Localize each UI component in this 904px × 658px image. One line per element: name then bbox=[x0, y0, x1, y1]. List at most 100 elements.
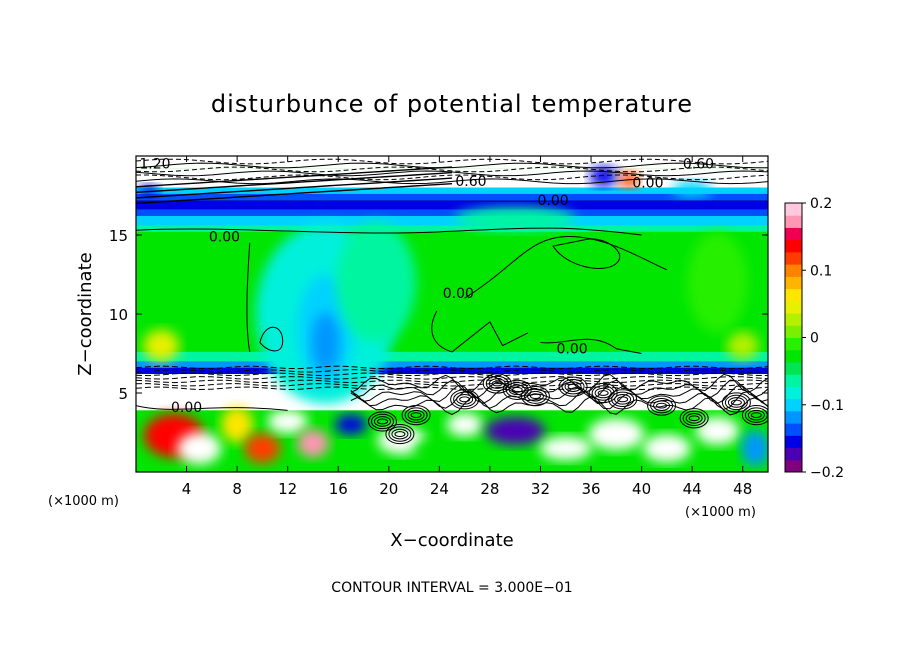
x-tick-label: 40 bbox=[632, 480, 651, 498]
x-unit-left: (×1000 m) bbox=[48, 494, 119, 509]
colorbar-swatch bbox=[785, 386, 802, 400]
colorbar-swatch bbox=[785, 251, 802, 265]
field-blob bbox=[244, 433, 281, 464]
colorbar-swatch bbox=[785, 447, 802, 461]
contour-line bbox=[136, 171, 453, 193]
contour-labels: 1.20 0.60 0.60 0.00 0.00 0.00 0.00 0.00 0.00 bbox=[139, 157, 714, 416]
field-blob bbox=[455, 207, 576, 232]
contour-label: 0.00 bbox=[632, 176, 663, 192]
eddy-contour bbox=[724, 394, 748, 411]
contour-line bbox=[136, 166, 453, 188]
contour-lines bbox=[136, 158, 768, 445]
colorbar-swatch bbox=[785, 264, 802, 277]
colorbar-swatch bbox=[785, 349, 802, 363]
contour-line bbox=[464, 236, 668, 299]
eddy-contour bbox=[370, 413, 394, 430]
contour-line bbox=[431, 310, 529, 353]
x-tick-label: 32 bbox=[531, 480, 550, 498]
colorbar-swatch bbox=[785, 435, 802, 449]
contour-line bbox=[540, 338, 642, 354]
x-tick-label: 20 bbox=[379, 480, 398, 498]
eddy-contour bbox=[373, 416, 391, 427]
colorbar-swatch bbox=[785, 276, 802, 290]
eddy-contour bbox=[747, 409, 765, 421]
field-band bbox=[136, 225, 768, 232]
contour-label: 0.00 bbox=[443, 286, 474, 302]
x-tick-label: 36 bbox=[581, 480, 600, 498]
eddy-contour bbox=[750, 412, 762, 419]
eddy-contour bbox=[388, 426, 412, 442]
eddy-contour bbox=[688, 415, 700, 422]
field-blob bbox=[539, 436, 592, 461]
x-tick-label: 12 bbox=[278, 480, 297, 498]
field-band bbox=[136, 351, 768, 362]
contour-line bbox=[136, 174, 768, 181]
colorbar-swatch bbox=[785, 215, 802, 228]
colorbar-swatch bbox=[785, 288, 802, 302]
contour-line bbox=[552, 238, 621, 269]
colorbar-swatch bbox=[785, 374, 802, 387]
field-band bbox=[136, 216, 768, 226]
field-band bbox=[136, 200, 768, 210]
eddy-contour bbox=[367, 411, 397, 432]
eddy-contour bbox=[721, 392, 751, 413]
field-blob bbox=[446, 412, 483, 437]
x-tick-label: 4 bbox=[182, 480, 192, 498]
eddy-contour bbox=[614, 394, 632, 405]
contour-line bbox=[136, 183, 453, 205]
eddy-contour bbox=[564, 381, 582, 392]
eddy-contour bbox=[679, 408, 709, 429]
field-blob bbox=[485, 416, 546, 445]
x-tick-label: 8 bbox=[232, 480, 242, 498]
x-axis-ticks: 4 8 12 16 20 24 28 32 36 40 44 48 bbox=[182, 156, 752, 498]
contour-line bbox=[136, 178, 768, 185]
contour-line bbox=[350, 373, 768, 393]
y-tick-label: 10 bbox=[109, 306, 128, 324]
contour-line bbox=[136, 405, 288, 411]
colorbar-swatch bbox=[785, 227, 802, 241]
field-blob bbox=[336, 222, 417, 343]
field-blob bbox=[267, 409, 308, 434]
x-tick-label: 16 bbox=[329, 480, 348, 498]
y-axis-label: Z−coordinate bbox=[75, 252, 96, 375]
field-blob bbox=[334, 414, 367, 435]
eddy-contour bbox=[558, 376, 588, 397]
contour-line bbox=[350, 395, 768, 416]
contour-label: 0.60 bbox=[455, 174, 486, 190]
eddy-contour bbox=[685, 412, 703, 424]
contour-label: 1.20 bbox=[139, 157, 170, 173]
field-blob bbox=[413, 439, 466, 460]
contour-line bbox=[136, 376, 768, 380]
colorbar-swatch bbox=[785, 300, 802, 314]
contour-line bbox=[350, 390, 768, 410]
eddy-contour bbox=[741, 405, 768, 426]
contour-label: 0.00 bbox=[556, 342, 587, 358]
x-unit-right: (×1000 m) bbox=[685, 505, 756, 520]
eddy-contour bbox=[591, 385, 615, 401]
x-tick-label: 44 bbox=[683, 480, 702, 498]
field-blob bbox=[672, 181, 713, 198]
contour-line bbox=[136, 158, 768, 165]
y-tick-label: 15 bbox=[109, 227, 128, 245]
field-band bbox=[136, 187, 768, 194]
eddy-contour bbox=[391, 428, 409, 440]
contour-line bbox=[136, 372, 768, 377]
colorbar-tick-label: 0.2 bbox=[810, 196, 832, 212]
field-blob bbox=[687, 232, 748, 333]
field-band bbox=[136, 361, 768, 368]
eddy-contour bbox=[529, 393, 541, 400]
contour-line bbox=[259, 326, 284, 352]
field-band bbox=[136, 367, 768, 375]
field-blob bbox=[296, 429, 329, 458]
eddy-contour bbox=[611, 391, 635, 408]
colorbar-swatch bbox=[785, 361, 802, 375]
colorbar-swatch bbox=[785, 410, 802, 424]
field-blob bbox=[695, 416, 740, 445]
eddy-contour bbox=[485, 375, 509, 392]
x-tick-label: 48 bbox=[733, 480, 752, 498]
contour-line bbox=[246, 242, 251, 353]
colorbar-tick-label: −0.2 bbox=[810, 465, 844, 481]
x-tick-label: 28 bbox=[480, 480, 499, 498]
colorbar-tick-label: 0.1 bbox=[810, 263, 832, 279]
